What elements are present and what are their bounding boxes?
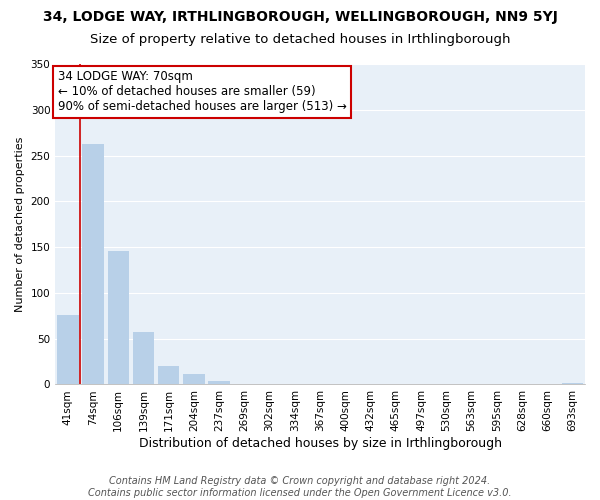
Bar xyxy=(82,144,104,384)
X-axis label: Distribution of detached houses by size in Irthlingborough: Distribution of detached houses by size … xyxy=(139,437,502,450)
Text: 34 LODGE WAY: 70sqm
← 10% of detached houses are smaller (59)
90% of semi-detach: 34 LODGE WAY: 70sqm ← 10% of detached ho… xyxy=(58,70,347,114)
Bar xyxy=(562,382,583,384)
Text: Size of property relative to detached houses in Irthlingborough: Size of property relative to detached ho… xyxy=(90,32,510,46)
Y-axis label: Number of detached properties: Number of detached properties xyxy=(15,136,25,312)
Bar xyxy=(107,251,129,384)
Bar xyxy=(57,315,79,384)
Bar xyxy=(208,381,230,384)
Bar xyxy=(183,374,205,384)
Bar xyxy=(158,366,179,384)
Bar xyxy=(133,332,154,384)
Text: 34, LODGE WAY, IRTHLINGBOROUGH, WELLINGBOROUGH, NN9 5YJ: 34, LODGE WAY, IRTHLINGBOROUGH, WELLINGB… xyxy=(43,10,557,24)
Text: Contains HM Land Registry data © Crown copyright and database right 2024.
Contai: Contains HM Land Registry data © Crown c… xyxy=(88,476,512,498)
